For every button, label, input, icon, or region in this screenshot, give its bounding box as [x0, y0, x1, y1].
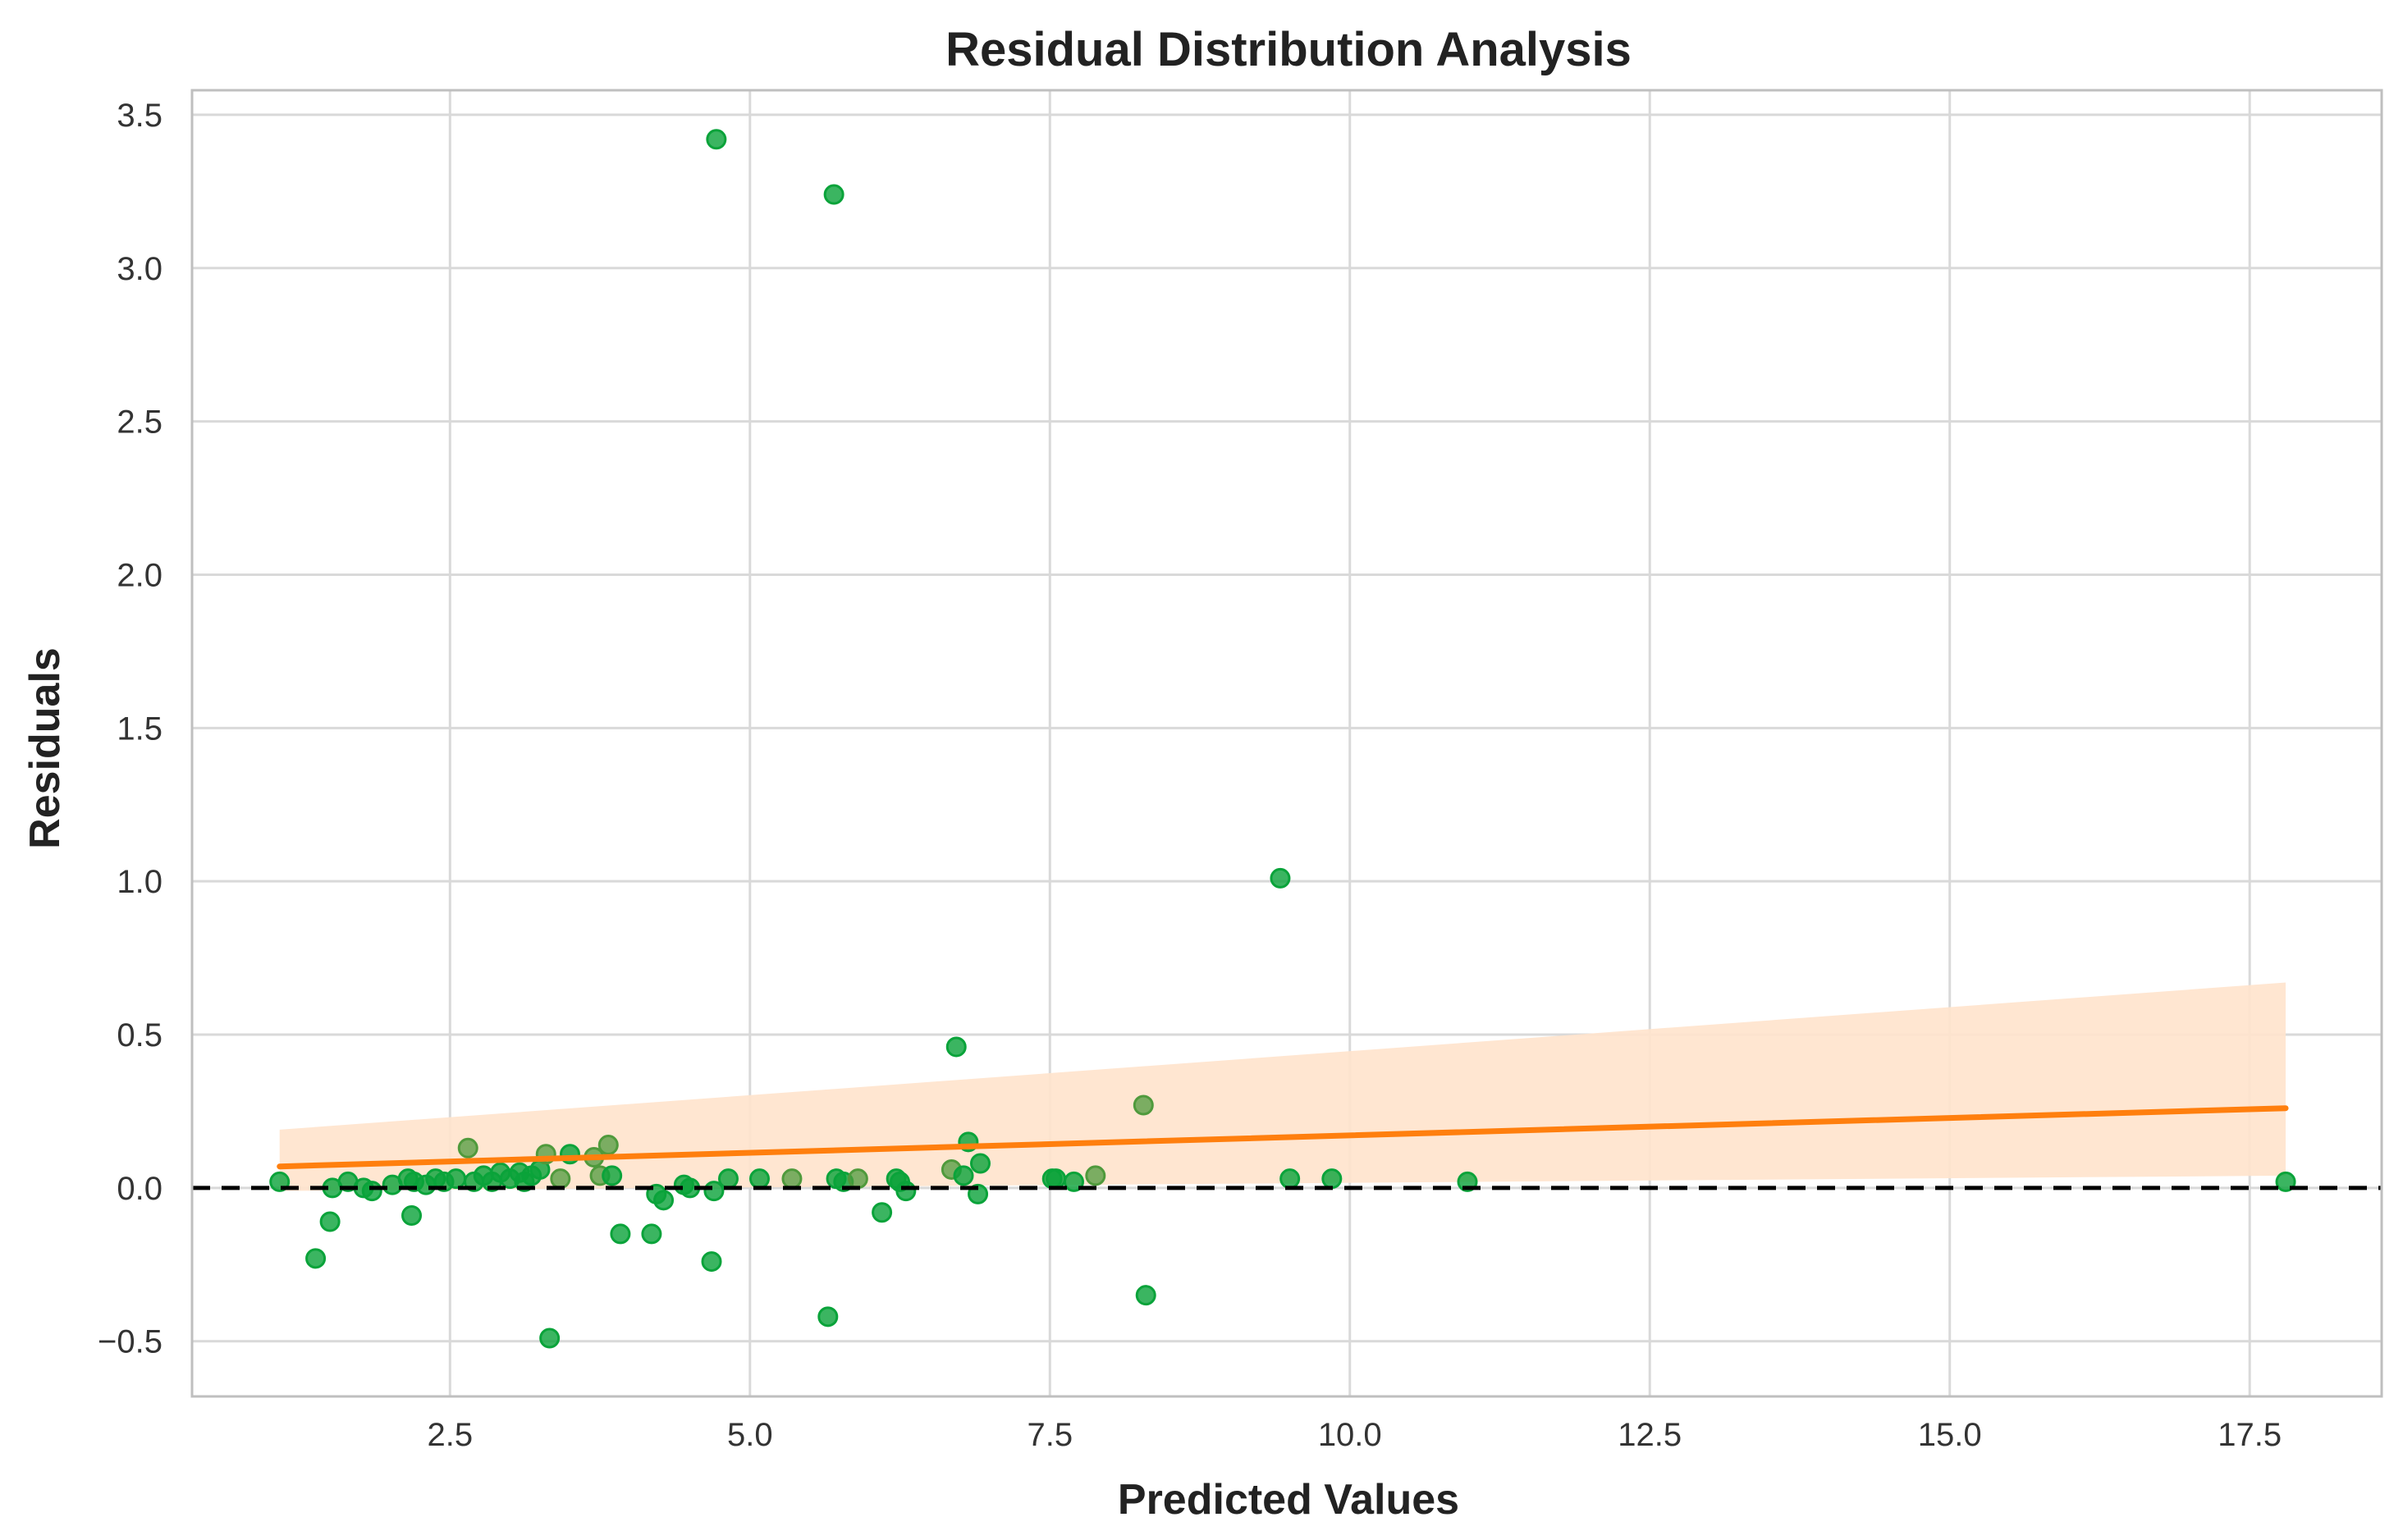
- x-tick-label: 7.5: [1027, 1417, 1073, 1453]
- x-tick-label: 17.5: [2218, 1417, 2282, 1453]
- confidence-band: [279, 982, 2286, 1191]
- scatter-point: [781, 1168, 803, 1190]
- scatter-point: [969, 1153, 991, 1174]
- y-tick-label: 1.0: [117, 864, 162, 900]
- y-tick-label: 2.0: [117, 557, 162, 593]
- x-tick-label: 15.0: [1918, 1417, 1982, 1453]
- y-tick-label: 0.5: [117, 1017, 162, 1053]
- confidence-band-layer: [279, 982, 2286, 1191]
- chart-title: Residual Distribution Analysis: [945, 23, 1632, 76]
- scatter-point: [401, 1205, 423, 1227]
- scatter-point: [748, 1168, 770, 1190]
- x-tick-label: 2.5: [428, 1417, 474, 1453]
- scatter-point: [305, 1248, 327, 1269]
- scatter-point: [1046, 1168, 1067, 1190]
- scatter-point: [1085, 1165, 1106, 1186]
- scatter-point: [1133, 1094, 1154, 1116]
- scatter-point: [1135, 1285, 1156, 1306]
- y-tick-label: 2.5: [117, 404, 162, 441]
- scatter-point: [1279, 1168, 1301, 1190]
- x-axis-label: Predicted Values: [1118, 1476, 1459, 1524]
- scatter-point: [610, 1223, 631, 1245]
- scatter-point: [823, 184, 844, 205]
- y-tick-label: 0.0: [117, 1171, 162, 1207]
- y-tick-labels: −0.5 0.0 0.5 1.0 1.5 2.0 2.5 3.0 3.5: [98, 98, 162, 1360]
- scatter-point: [1321, 1168, 1343, 1190]
- scatter-point: [653, 1190, 675, 1211]
- scatter-point: [641, 1223, 662, 1245]
- scatter-point: [457, 1137, 478, 1158]
- x-tick-label: 5.0: [727, 1417, 773, 1453]
- trend-line: [277, 1105, 2289, 1170]
- x-tick-label: 12.5: [1618, 1417, 1682, 1453]
- scatter-point: [550, 1168, 571, 1190]
- y-tick-label: 1.5: [117, 711, 162, 747]
- scatter-point: [539, 1328, 561, 1349]
- scatter-point: [597, 1135, 619, 1156]
- y-tick-label: 3.0: [117, 251, 162, 287]
- scatter-point: [817, 1306, 839, 1328]
- scatter-point: [319, 1211, 341, 1232]
- scatter-point: [895, 1181, 917, 1202]
- y-tick-label: 3.5: [117, 98, 162, 134]
- scatter-point: [602, 1165, 623, 1186]
- plot-frame: [190, 89, 2383, 1398]
- scatter-point: [717, 1168, 739, 1190]
- scatter-point: [953, 1165, 974, 1186]
- scatter-point: [945, 1036, 967, 1058]
- y-tick-label: −0.5: [98, 1324, 162, 1360]
- scatter-point: [446, 1168, 467, 1190]
- trend-line-layer: [277, 1105, 2289, 1170]
- scatter-point: [701, 1251, 722, 1273]
- scatter-point: [847, 1168, 868, 1190]
- scatter-point: [872, 1202, 893, 1223]
- scatter-point: [361, 1181, 382, 1202]
- x-tick-label: 10.0: [1318, 1417, 1382, 1453]
- x-tick-labels: 2.5 5.0 7.5 10.0 12.5 15.0 17.5: [428, 1417, 2282, 1453]
- scatter-point: [1270, 867, 1291, 889]
- scatter-point: [706, 129, 727, 150]
- y-axis-label: Residuals: [21, 647, 69, 849]
